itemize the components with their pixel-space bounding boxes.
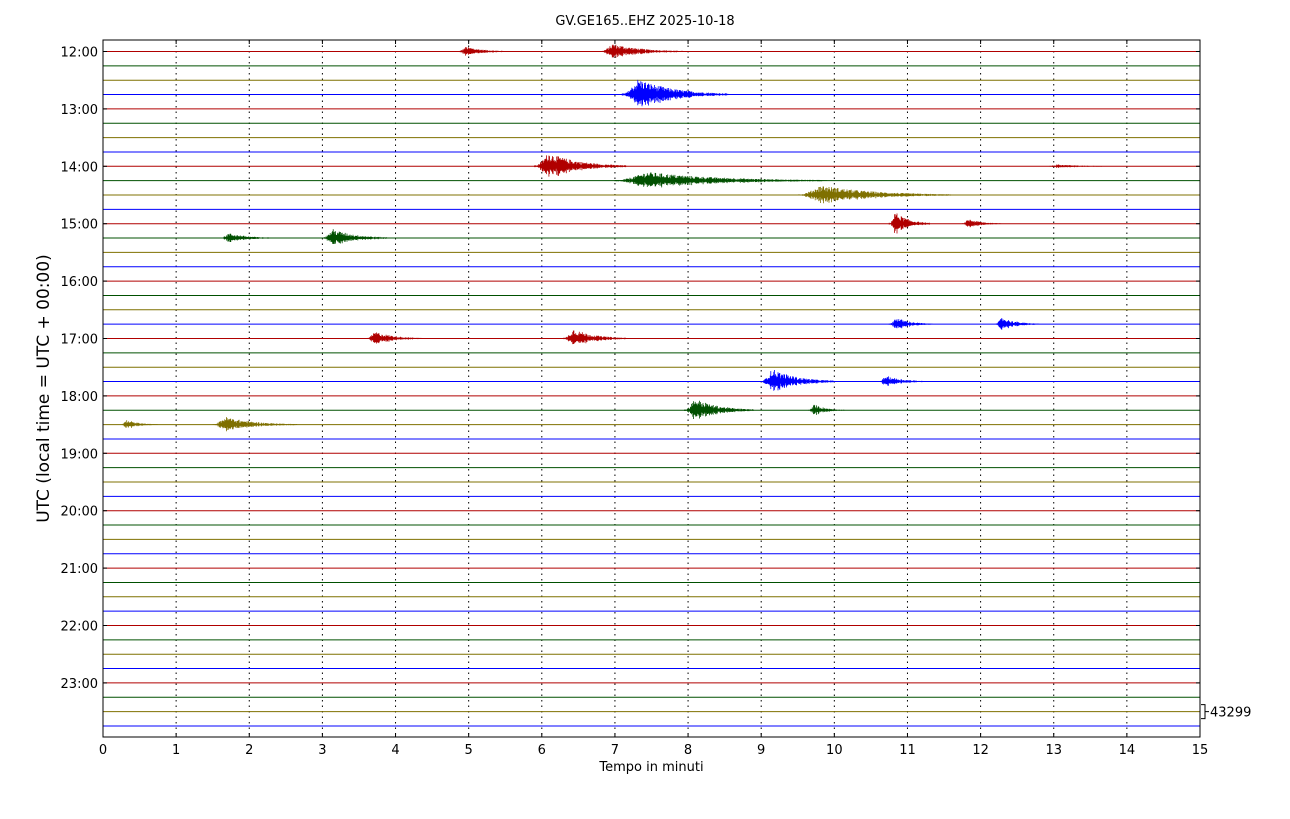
seismic-event xyxy=(534,155,627,177)
trace-group xyxy=(103,44,1200,727)
y-tick-label: 12:00 xyxy=(61,46,98,61)
seismic-event xyxy=(1046,164,1120,168)
y-tick-label: 22:00 xyxy=(61,620,98,635)
y-tick-label: 17:00 xyxy=(61,333,98,348)
seismic-event xyxy=(877,376,930,386)
scale-bracket xyxy=(1201,704,1209,720)
seismic-event xyxy=(457,47,513,56)
x-axis: 0 1 2 3 4 5 6 7 8 9 10 11 12 13 14 15 xyxy=(99,40,1208,758)
x-tick-label: 13 xyxy=(1045,743,1062,758)
y-tick-label: 14:00 xyxy=(61,160,98,175)
seismic-event xyxy=(365,332,425,344)
x-tick-label: 9 xyxy=(757,743,765,758)
x-tick-label: 8 xyxy=(684,743,692,758)
chart-title: GV.GE165..EHZ 2025-10-18 xyxy=(555,14,734,29)
x-tick-label: 10 xyxy=(826,743,843,758)
scale-bar: 43299 xyxy=(1201,704,1251,721)
x-tick-label: 6 xyxy=(538,743,546,758)
seismic-event xyxy=(684,400,754,419)
seismic-event xyxy=(621,79,729,107)
x-tick-label: 1 xyxy=(172,743,180,758)
y-axis-label: UTC (local time = UTC + 00:00) xyxy=(34,254,54,523)
seismic-event xyxy=(797,186,952,204)
plot-frame xyxy=(102,39,1201,738)
y-tick-label: 13:00 xyxy=(61,103,98,118)
y-axis: 12:00 13:00 14:00 15:00 16:00 17:00 18:00 19:00… xyxy=(61,46,1200,692)
grid-lines xyxy=(175,40,1128,737)
seismic-event xyxy=(212,417,298,432)
x-axis-label: Tempo in minuti xyxy=(598,760,703,775)
x-tick-label: 11 xyxy=(899,743,916,758)
seismic-event xyxy=(994,318,1040,330)
x-tick-label: 7 xyxy=(611,743,619,758)
y-tick-label: 23:00 xyxy=(61,677,98,692)
x-tick-label: 3 xyxy=(318,743,326,758)
seismic-event xyxy=(219,233,279,242)
seismic-event xyxy=(120,420,158,428)
y-tick-label: 21:00 xyxy=(61,562,98,577)
seismic-event xyxy=(599,44,685,58)
seismic-event xyxy=(888,213,930,234)
y-tick-label: 18:00 xyxy=(61,390,98,405)
seismic-event xyxy=(961,219,1003,228)
seismic-event xyxy=(614,172,828,188)
x-tick-label: 5 xyxy=(465,743,473,758)
seismic-event xyxy=(760,370,835,391)
y-tick-label: 16:00 xyxy=(61,275,98,290)
x-tick-label: 12 xyxy=(972,743,989,758)
seismic-event xyxy=(808,404,846,415)
y-tick-label: 20:00 xyxy=(61,505,98,520)
x-tick-label: 2 xyxy=(245,743,253,758)
x-tick-label: 4 xyxy=(391,743,399,758)
x-tick-label: 0 xyxy=(99,743,107,758)
x-tick-label: 14 xyxy=(1119,743,1136,758)
x-tick-label: 15 xyxy=(1192,743,1209,758)
y-tick-label: 15:00 xyxy=(61,218,98,233)
scale-label: 43299 xyxy=(1210,706,1251,721)
seismic-event xyxy=(888,319,934,329)
y-tick-label: 19:00 xyxy=(61,447,98,462)
seismic-event xyxy=(563,330,626,345)
seismic-event xyxy=(322,229,392,244)
